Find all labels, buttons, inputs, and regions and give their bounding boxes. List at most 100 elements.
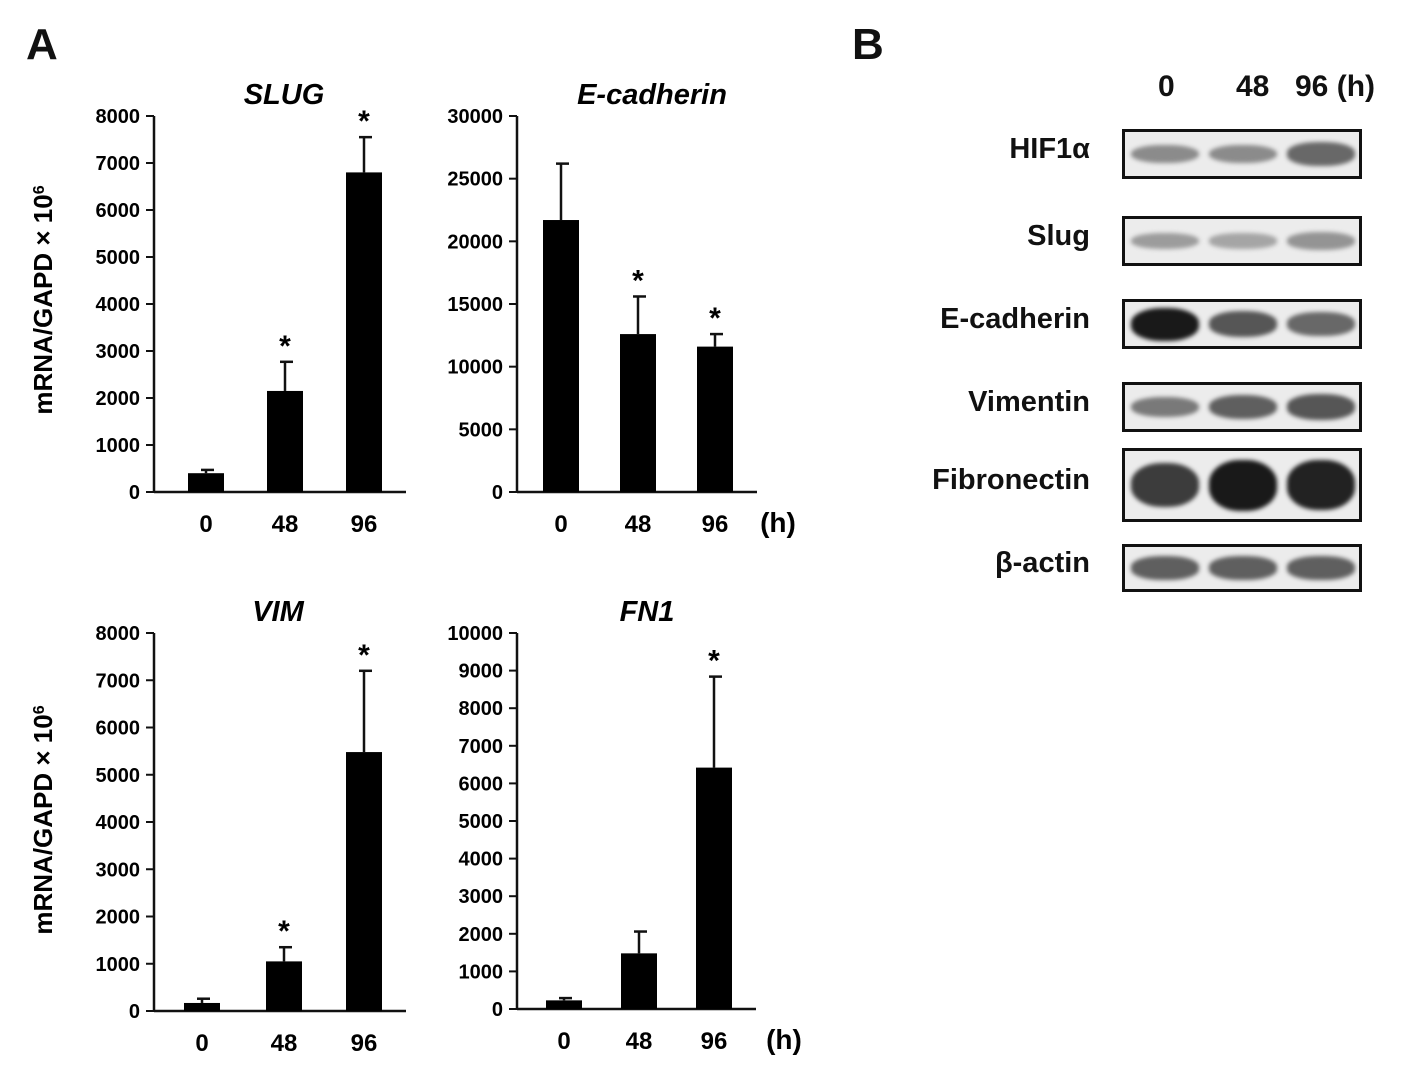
blot-timepoint-label: 0 — [1158, 70, 1175, 103]
chart-2-y-tick-label: 0 — [492, 482, 503, 504]
chart-3-y-axis-label: mRNA/GAPD × 106 — [28, 705, 58, 934]
chart-2-x-unit-label: (h) — [760, 507, 796, 538]
chart-3-significance-marker: * — [358, 639, 370, 672]
chart-4-bar-0 — [546, 1000, 582, 1009]
chart-3-y-tick-label: 7000 — [96, 670, 141, 692]
chart-3-x-tick-label: 96 — [351, 1030, 378, 1057]
blot-timepoint-label: 96 (h) — [1295, 70, 1376, 103]
chart-3-title: VIM — [252, 596, 304, 628]
blot-strip — [1122, 129, 1362, 179]
chart-4-title: FN1 — [620, 596, 675, 628]
chart-3-y-tick-label: 8000 — [96, 623, 141, 645]
blot-band — [1209, 394, 1277, 420]
blot-protein-label: Fibronectin — [932, 464, 1090, 496]
blot-protein-label: HIF1α — [1009, 133, 1090, 165]
chart-1-y-tick-label: 5000 — [96, 247, 141, 269]
chart-3-bar-96 — [346, 752, 382, 1011]
chart-1-bar-48 — [267, 390, 303, 492]
chart-1-x-tick-label: 0 — [199, 511, 212, 538]
blot-protein-label: E-cadherin — [940, 303, 1090, 335]
chart-2-x-tick-label: 0 — [554, 511, 567, 538]
blot-band — [1131, 396, 1199, 418]
chart-4-x-tick-label: 0 — [557, 1028, 570, 1055]
blot-strip — [1122, 299, 1362, 349]
chart-1-y-tick-label: 8000 — [96, 106, 141, 128]
blot-strip — [1122, 216, 1362, 266]
chart-1-y-axis-label: mRNA/GAPD × 106 — [28, 185, 58, 414]
chart-1-y-tick-label: 7000 — [96, 153, 141, 175]
chart-4-y-tick-label: 3000 — [459, 886, 504, 908]
chart-1-y-tick-label: 1000 — [96, 435, 141, 457]
chart-1-y-tick-label: 0 — [129, 482, 140, 504]
chart-2-x-tick-label: 96 — [702, 511, 729, 538]
blot-band — [1287, 394, 1355, 420]
blot-band — [1209, 311, 1277, 337]
chart-1-bar-0 — [188, 473, 224, 492]
chart-2-title: E-cadherin — [577, 79, 727, 111]
chart-3-x-tick-label: 0 — [195, 1030, 208, 1057]
chart-4-bar-48 — [621, 953, 657, 1009]
blot-timepoint-label: 48 — [1236, 70, 1270, 103]
chart-2-y-tick-label: 20000 — [447, 231, 503, 253]
chart-4-y-tick-label: 0 — [492, 999, 503, 1021]
blot-strip — [1122, 448, 1362, 522]
chart-2-bar-96 — [697, 346, 733, 492]
chart-3-y-tick-label: 5000 — [96, 765, 141, 787]
panel-label-a: A — [26, 20, 58, 69]
chart-2-bar-0 — [543, 220, 579, 492]
chart-3-y-tick-label: 3000 — [96, 859, 141, 881]
blot-band — [1287, 460, 1355, 510]
panel-label-b: B — [852, 20, 884, 69]
chart-1-bar-96 — [346, 172, 382, 492]
blot-band — [1287, 232, 1355, 250]
chart-4-y-tick-label: 1000 — [459, 961, 504, 983]
blot-band — [1131, 307, 1199, 341]
chart-2-y-tick-label: 10000 — [447, 357, 503, 379]
blot-band — [1287, 142, 1355, 166]
blot-band — [1131, 462, 1199, 508]
chart-2-bar-48 — [620, 334, 656, 492]
chart-1-x-tick-label: 96 — [351, 511, 378, 538]
chart-4-bar-96 — [696, 767, 732, 1009]
chart-2-x-tick-label: 48 — [625, 511, 652, 538]
blot-band — [1209, 144, 1277, 164]
chart-3-y-tick-label: 0 — [129, 1001, 140, 1023]
blot-strip — [1122, 544, 1362, 592]
chart-2-significance-marker: * — [709, 302, 721, 335]
chart-4-y-tick-label: 8000 — [459, 698, 504, 720]
chart-2-y-tick-label: 25000 — [447, 169, 503, 191]
chart-3-y-tick-label: 2000 — [96, 907, 141, 929]
blot-band — [1131, 556, 1199, 580]
chart-1-x-tick-label: 48 — [272, 511, 299, 538]
chart-4-y-tick-label: 4000 — [459, 849, 504, 871]
blot-band — [1209, 459, 1277, 511]
chart-3-y-tick-label: 1000 — [96, 954, 141, 976]
blot-band — [1287, 556, 1355, 580]
chart-3-bar-48 — [266, 961, 302, 1011]
chart-2-y-tick-label: 5000 — [459, 419, 504, 441]
chart-1-y-tick-label: 6000 — [96, 200, 141, 222]
chart-4-y-tick-label: 6000 — [459, 773, 504, 795]
chart-1-title: SLUG — [244, 79, 325, 111]
blot-band — [1209, 233, 1277, 249]
chart-1-significance-marker: * — [279, 330, 291, 363]
chart-3-bar-0 — [184, 1002, 220, 1011]
blot-protein-label: Slug — [1027, 220, 1090, 252]
chart-4-significance-marker: * — [708, 645, 720, 678]
chart-4-y-tick-label: 5000 — [459, 811, 504, 833]
chart-4-y-tick-label: 7000 — [459, 736, 504, 758]
blot-protein-label: β-actin — [994, 547, 1090, 579]
chart-3-y-tick-label: 4000 — [96, 812, 141, 834]
chart-4-y-tick-label: 9000 — [459, 661, 504, 683]
chart-3-y-tick-label: 6000 — [96, 718, 141, 740]
chart-4-y-tick-label: 2000 — [459, 924, 504, 946]
chart-3-x-tick-label: 48 — [271, 1030, 298, 1057]
blot-band — [1131, 144, 1199, 164]
chart-4-x-tick-label: 48 — [626, 1028, 653, 1055]
blot-band — [1287, 312, 1355, 336]
blot-strip — [1122, 382, 1362, 432]
chart-4-x-unit-label: (h) — [766, 1024, 802, 1055]
chart-1-y-tick-label: 3000 — [96, 341, 141, 363]
chart-4-y-tick-label: 10000 — [447, 623, 503, 645]
chart-2-significance-marker: * — [632, 264, 644, 297]
